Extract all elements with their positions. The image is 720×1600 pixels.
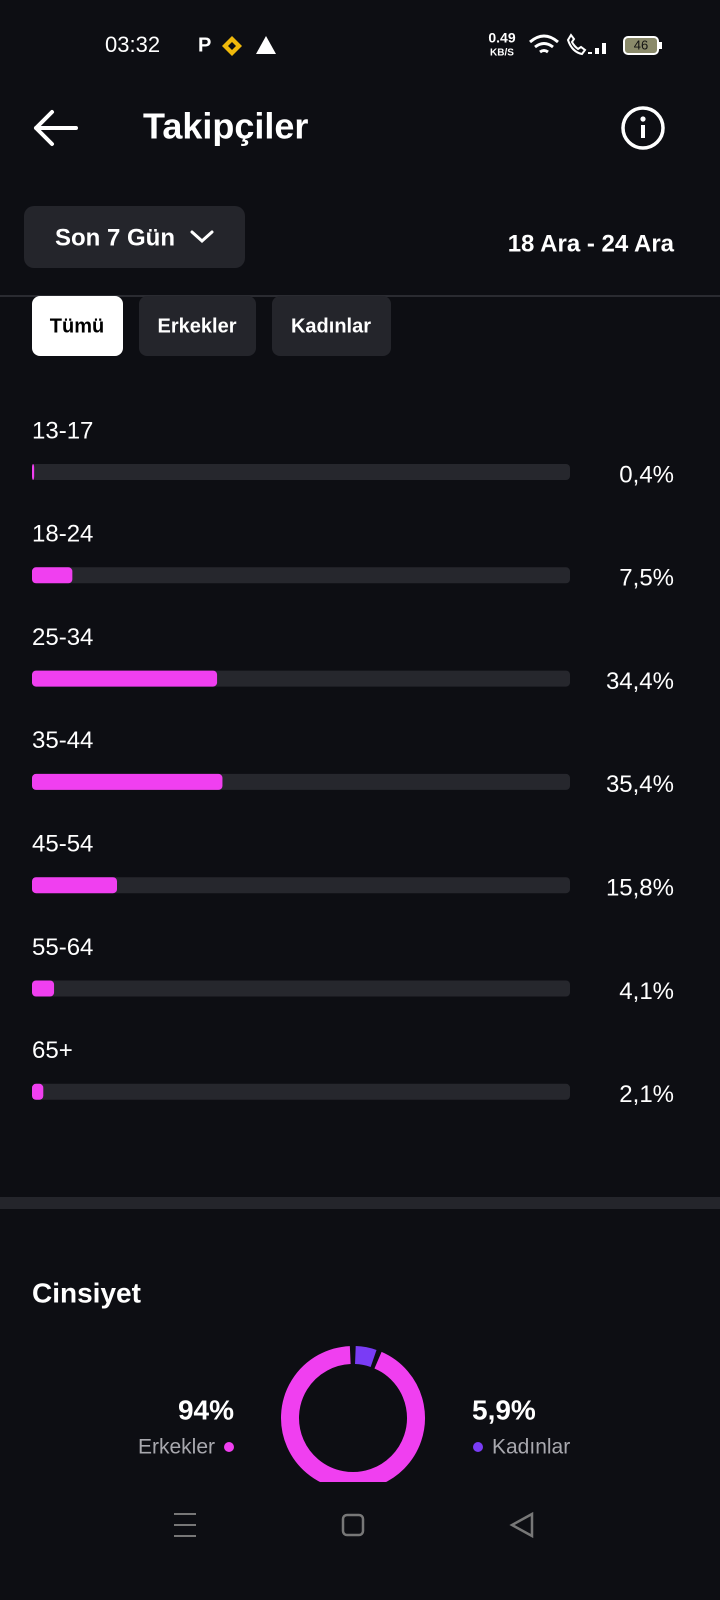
legend-dot xyxy=(224,1442,234,1452)
info-circle xyxy=(621,106,665,150)
tab-label: Tümü xyxy=(50,315,104,337)
age-label: 55-64 xyxy=(32,934,93,961)
bar xyxy=(32,1083,44,1100)
bar-track xyxy=(32,980,570,997)
value-label: 7,5% xyxy=(619,565,674,592)
status-battery xyxy=(659,42,662,49)
gender-value: 5,9% xyxy=(472,1394,536,1425)
tab[interactable] xyxy=(272,296,391,356)
age-label: 65+ xyxy=(32,1037,73,1064)
bar xyxy=(32,877,118,894)
bar xyxy=(32,670,218,687)
age-label: 13-17 xyxy=(32,417,93,444)
donut-segment xyxy=(281,1346,425,1490)
nav-home[interactable] xyxy=(341,1513,365,1537)
status-battery xyxy=(623,36,659,55)
status-speed: 0.49 xyxy=(488,30,515,46)
status-time: 03:32 xyxy=(105,32,160,57)
tab-label: Erkekler xyxy=(158,315,237,337)
age-label: 45-54 xyxy=(32,831,93,858)
info-dot xyxy=(640,116,646,122)
value-label: 2,1% xyxy=(619,1081,674,1108)
value-label: 34,4% xyxy=(606,668,674,695)
header-title: Takipçiler xyxy=(143,106,308,147)
gender-label: Kadınlar xyxy=(492,1436,570,1459)
bar xyxy=(32,567,73,584)
value-label: 15,8% xyxy=(606,875,674,902)
period-label: Son 7 Gün xyxy=(55,224,175,251)
tab[interactable] xyxy=(139,296,256,356)
status-icon: P xyxy=(198,34,211,56)
status-battery-level: 46 xyxy=(634,37,648,52)
status-icon xyxy=(222,36,242,56)
back-button[interactable] xyxy=(34,110,78,146)
tab-active[interactable] xyxy=(32,296,123,356)
bar xyxy=(32,464,35,480)
bar xyxy=(32,980,55,997)
legend-dot xyxy=(473,1442,483,1452)
section-divider xyxy=(0,1197,720,1209)
info-stem xyxy=(641,125,645,138)
nav-bar xyxy=(0,1482,720,1600)
bar-track xyxy=(32,877,570,894)
status-icon xyxy=(256,36,276,54)
bar-track xyxy=(32,567,570,584)
bar-track xyxy=(32,1083,570,1100)
date-range: 18 Ara - 24 Ara xyxy=(508,230,675,257)
bar xyxy=(32,773,223,790)
bar-track xyxy=(32,464,570,480)
status-speed-unit: KB/S xyxy=(490,48,514,59)
age-label: 18-24 xyxy=(32,521,93,548)
age-label: 35-44 xyxy=(32,727,93,754)
age-label: 25-34 xyxy=(32,624,93,651)
value-label: 4,1% xyxy=(619,978,674,1005)
gender-label: Erkekler xyxy=(138,1436,215,1459)
status-signal xyxy=(588,43,606,54)
period-dropdown[interactable] xyxy=(24,206,245,268)
value-label: 0,4% xyxy=(619,461,674,488)
nav-menu[interactable] xyxy=(174,1513,196,1537)
value-label: 35,4% xyxy=(606,771,674,798)
status-wifi xyxy=(529,34,559,54)
nav-back[interactable] xyxy=(509,1511,534,1539)
info-button[interactable] xyxy=(621,106,665,150)
section-title: Cinsiyet xyxy=(32,1277,141,1308)
gender-value: 94% xyxy=(178,1394,234,1425)
chevron xyxy=(190,230,214,244)
donut-segment xyxy=(354,1346,377,1368)
status-call xyxy=(566,33,587,56)
tab-label: Kadınlar xyxy=(291,315,371,337)
